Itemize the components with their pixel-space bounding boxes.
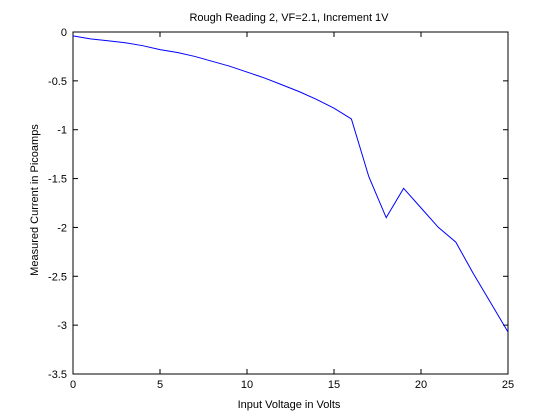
tick-labels: 0 5 10 15 20 25 0 -0.5 -1 -1.5 -2 -2.5 -3 -3.5	[48, 27, 514, 391]
series-points	[72, 35, 509, 332]
y-axis-label: Measured Current in Picoamps	[29, 124, 41, 276]
x-tick-label: 5	[157, 379, 163, 391]
x-tick-label: 15	[328, 379, 340, 391]
y-tick-label: -1	[57, 125, 67, 137]
y-tick-label: -2	[57, 222, 67, 234]
y-tick-label: -0.5	[48, 76, 67, 88]
y-tick-label: -2.5	[48, 271, 67, 283]
x-tick-label: 0	[70, 379, 76, 391]
y-tick-label: -1.5	[48, 174, 67, 186]
x-tick-label: 10	[241, 379, 253, 391]
x-axis-label: Input Voltage in Volts	[238, 399, 341, 411]
y-tick-label: -3	[57, 320, 67, 332]
y-tick-label: 0	[61, 27, 67, 39]
chart-title: Rough Reading 2, VF=2.1, Increment 1V	[189, 12, 389, 24]
x-tick-label: 25	[502, 379, 514, 391]
plot-area	[72, 31, 509, 375]
y-tick-label: -3.5	[48, 369, 67, 381]
x-tick-label: 20	[415, 379, 427, 391]
series-line	[72, 35, 509, 333]
